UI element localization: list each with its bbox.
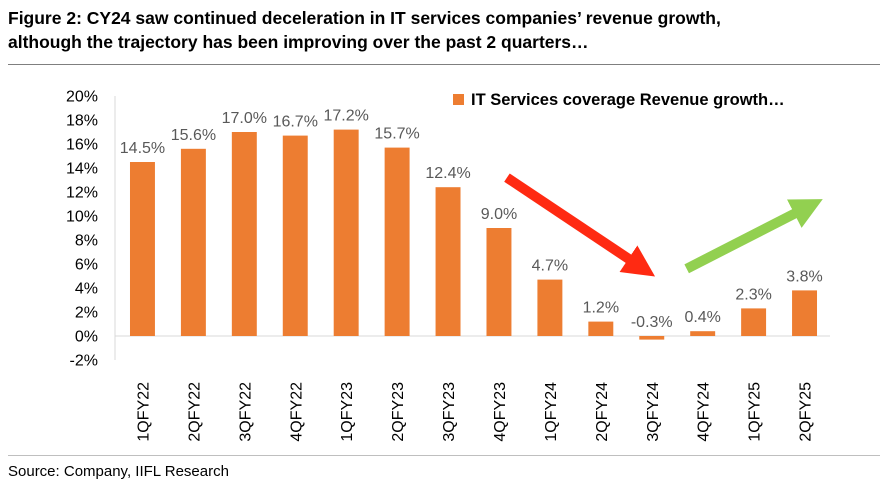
bar — [384, 147, 410, 336]
data-label: 15.7% — [374, 126, 419, 143]
x-tick-label: 3QFY23 — [441, 382, 458, 442]
x-tick-label: 4QFY22 — [288, 382, 305, 442]
up-trend-arrow — [684, 199, 823, 274]
y-tick-label: 4% — [75, 281, 98, 298]
source-note: Source: Company, IIFL Research — [8, 463, 229, 480]
bar — [741, 308, 767, 336]
data-label: 15.6% — [171, 127, 216, 144]
x-tick-label: 1QFY23 — [339, 382, 356, 442]
x-tick-label: 2QFY25 — [798, 382, 815, 442]
data-label: 2.3% — [735, 286, 771, 303]
down-trend-arrow — [504, 173, 656, 277]
bar — [333, 129, 359, 336]
legend: IT Services coverage Revenue growth… — [453, 91, 785, 109]
y-tick-label: 0% — [75, 329, 98, 346]
y-tick-label: 16% — [66, 137, 98, 154]
y-tick-label: 6% — [75, 257, 98, 274]
figure-title-line2: although the trajectory has been improvi… — [8, 32, 589, 52]
x-tick-label: 4QFY24 — [696, 382, 713, 442]
y-tick-label: 12% — [66, 185, 98, 202]
x-tick-label: 4QFY23 — [492, 382, 509, 442]
data-label: 0.4% — [684, 309, 720, 326]
y-tick-label: 18% — [66, 113, 98, 130]
legend-label: IT Services coverage Revenue growth… — [471, 91, 785, 109]
y-tick-label: 8% — [75, 233, 98, 250]
legend-swatch — [453, 94, 464, 105]
x-tick-label: 1QFY24 — [543, 382, 560, 442]
x-axis-labels: 1QFY22 2QFY22 3QFY22 4QFY22 1QFY23 2QFY23 3QFY… — [135, 382, 814, 442]
x-tick-label: 1QFY25 — [747, 382, 764, 442]
data-labels: 14.5% 15.6% 17.0% 16.7% 17.2% 15.7% 12.4% 9.0% 4… — [120, 108, 823, 331]
trend-arrows — [504, 173, 823, 277]
y-tick-label: -2% — [70, 353, 98, 370]
bar — [486, 228, 512, 336]
data-label: 9.0% — [481, 206, 517, 223]
source-divider — [8, 455, 880, 456]
data-label: 16.7% — [273, 114, 318, 131]
bar — [129, 162, 155, 336]
bar-chart: 20% 18% 16% 14% 12% 10% 8% 6% 4% 2% 0% -2% 14.5% 15.… — [66, 89, 830, 442]
data-label: 3.8% — [786, 268, 822, 285]
y-tick-label: 10% — [66, 209, 98, 226]
data-label: 17.2% — [323, 108, 368, 125]
y-tick-label: 20% — [66, 89, 98, 106]
data-label: -0.3% — [631, 314, 673, 331]
y-tick-label: 14% — [66, 161, 98, 178]
bar — [639, 336, 665, 340]
title-divider — [8, 64, 880, 65]
bar — [537, 279, 563, 336]
data-label: 14.5% — [120, 140, 165, 157]
bar — [282, 135, 308, 336]
bar — [435, 187, 461, 336]
data-label: 1.2% — [583, 300, 619, 317]
data-label: 4.7% — [532, 258, 568, 275]
x-tick-label: 3QFY22 — [237, 382, 254, 442]
data-label: 12.4% — [425, 165, 470, 182]
x-tick-label: 2QFY24 — [594, 382, 611, 442]
figure-title: Figure 2: CY24 saw continued deceleratio… — [8, 6, 880, 54]
x-tick-label: 2QFY23 — [390, 382, 407, 442]
figure-title-line1: Figure 2: CY24 saw continued deceleratio… — [8, 8, 721, 28]
data-label: 17.0% — [222, 110, 267, 127]
bar — [690, 331, 716, 336]
bar-series — [129, 129, 818, 340]
bar — [792, 290, 818, 336]
bar — [588, 321, 614, 336]
x-tick-label: 3QFY24 — [645, 382, 662, 442]
bar — [231, 132, 257, 336]
bar — [180, 148, 206, 336]
y-tick-label: 2% — [75, 305, 98, 322]
x-tick-label: 2QFY22 — [186, 382, 203, 442]
x-tick-label: 1QFY22 — [135, 382, 152, 442]
